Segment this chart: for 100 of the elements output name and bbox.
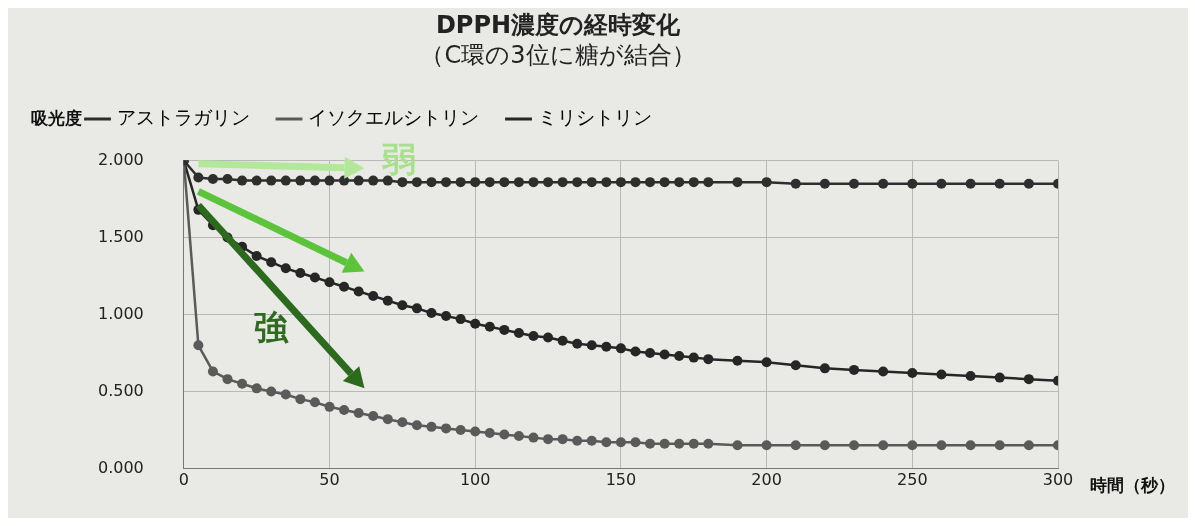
point <box>266 257 277 268</box>
point <box>543 434 554 445</box>
point <box>790 440 801 451</box>
point <box>878 440 889 451</box>
x-tick-label: 50 <box>319 470 340 490</box>
point <box>994 372 1005 383</box>
point <box>382 414 393 425</box>
point <box>426 421 437 432</box>
point <box>368 291 379 302</box>
annotation: 強 <box>253 306 289 347</box>
x-tick-label: 200 <box>751 470 782 490</box>
point <box>703 177 714 188</box>
y-tick-label: 2.000 <box>97 149 144 169</box>
point <box>849 178 860 189</box>
point <box>688 352 699 363</box>
point <box>703 354 714 365</box>
point <box>353 408 364 418</box>
point <box>965 178 976 189</box>
point <box>455 177 466 188</box>
y-tick-label: 0.000 <box>97 457 144 477</box>
point <box>513 177 524 188</box>
point <box>382 175 393 186</box>
point <box>1023 440 1034 451</box>
point <box>251 175 262 186</box>
point <box>411 177 422 188</box>
point <box>193 172 204 183</box>
point <box>849 364 860 375</box>
point <box>557 434 568 445</box>
point <box>339 404 350 415</box>
point <box>688 177 699 188</box>
point <box>266 386 277 397</box>
point <box>441 311 452 322</box>
point <box>441 177 452 188</box>
point <box>630 346 641 357</box>
point <box>703 438 714 449</box>
point <box>790 360 801 371</box>
point <box>907 367 918 378</box>
point <box>965 371 976 382</box>
point <box>411 303 422 314</box>
point <box>309 397 320 408</box>
point <box>528 331 539 342</box>
point <box>543 332 554 343</box>
point <box>936 178 947 189</box>
point <box>397 417 408 428</box>
point <box>499 324 510 335</box>
point <box>339 281 350 292</box>
point <box>761 357 772 368</box>
point <box>499 177 510 188</box>
point <box>601 177 612 188</box>
point <box>1023 178 1034 189</box>
point <box>441 423 452 434</box>
point <box>324 401 335 412</box>
point <box>324 175 335 186</box>
point <box>309 272 320 283</box>
point <box>207 366 218 377</box>
point <box>615 437 626 448</box>
point <box>382 295 393 306</box>
point <box>484 428 495 438</box>
point <box>193 340 204 351</box>
point <box>455 424 466 435</box>
point <box>659 438 670 449</box>
point <box>499 429 510 440</box>
point <box>659 349 670 360</box>
point <box>936 369 947 380</box>
point <box>645 438 656 449</box>
point <box>543 177 554 188</box>
point <box>266 175 277 186</box>
point <box>994 440 1005 451</box>
x-axis-title: 時間（秒） <box>1090 474 1175 495</box>
point <box>572 435 583 446</box>
chart-title: DPPH濃度の経時変化 <box>435 10 682 39</box>
point <box>251 251 262 262</box>
point <box>819 178 830 189</box>
point <box>353 175 364 186</box>
point <box>572 338 583 349</box>
point <box>470 177 481 188</box>
point <box>674 438 685 449</box>
point <box>732 355 743 366</box>
point <box>309 175 320 186</box>
point <box>484 321 495 332</box>
point <box>761 177 772 188</box>
point <box>601 437 612 448</box>
point <box>878 366 889 377</box>
point <box>965 440 976 451</box>
point <box>324 277 335 288</box>
point <box>280 389 291 400</box>
point <box>819 440 830 451</box>
point <box>688 438 699 449</box>
point <box>484 177 495 188</box>
point <box>280 175 291 186</box>
point <box>674 351 685 362</box>
point <box>732 177 743 188</box>
point <box>586 340 597 351</box>
point <box>222 374 233 385</box>
point <box>790 178 801 189</box>
chart-subtitle: （C環の3位に糖が結合） <box>420 41 696 70</box>
legend-label: アストラガリン <box>116 106 250 129</box>
point <box>615 177 626 188</box>
point <box>586 177 597 188</box>
point <box>513 431 524 442</box>
